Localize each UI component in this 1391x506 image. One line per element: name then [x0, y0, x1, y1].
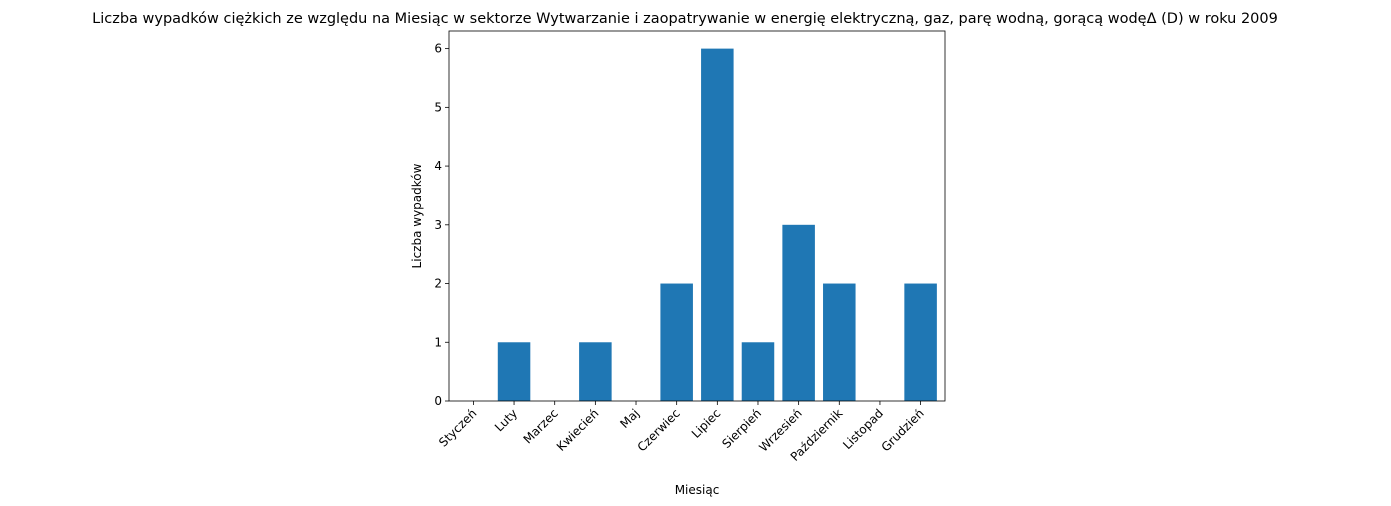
- x-tick-label: Marzec: [521, 406, 561, 446]
- x-tick-label: Grudzień: [879, 406, 927, 454]
- plot-frame: [448, 30, 946, 402]
- x-tick-label: Luty: [492, 406, 520, 434]
- y-tick-label: 4: [434, 159, 442, 173]
- x-tick-label: Styczeń: [436, 406, 479, 449]
- bar-4: [579, 342, 612, 401]
- x-tick-label: Kwiecień: [554, 406, 602, 454]
- x-tick-label: Maj: [617, 406, 642, 431]
- y-tick-label: 1: [434, 335, 442, 349]
- bar-6: [660, 283, 693, 401]
- x-tick-label: Czerwiec: [635, 406, 683, 454]
- bar-2: [497, 342, 531, 401]
- y-tick-label: 0: [434, 394, 442, 408]
- x-axis-label: Miesiąc: [675, 483, 720, 497]
- y-tick-label: 2: [434, 277, 442, 291]
- bar-9: [782, 224, 815, 401]
- bar-12: [904, 283, 937, 401]
- x-tick-label: Lipiec: [689, 406, 724, 441]
- y-axis-label: Liczba wypadków: [410, 163, 424, 268]
- bar-10: [823, 283, 856, 401]
- y-tick-label: 3: [434, 218, 442, 232]
- y-tick-label: 5: [434, 100, 442, 114]
- bar-7: [701, 48, 734, 401]
- bar-8: [741, 342, 775, 401]
- chart-title: Liczba wypadków ciężkich ze względu na M…: [92, 11, 1278, 27]
- y-tick-label: 6: [434, 42, 442, 56]
